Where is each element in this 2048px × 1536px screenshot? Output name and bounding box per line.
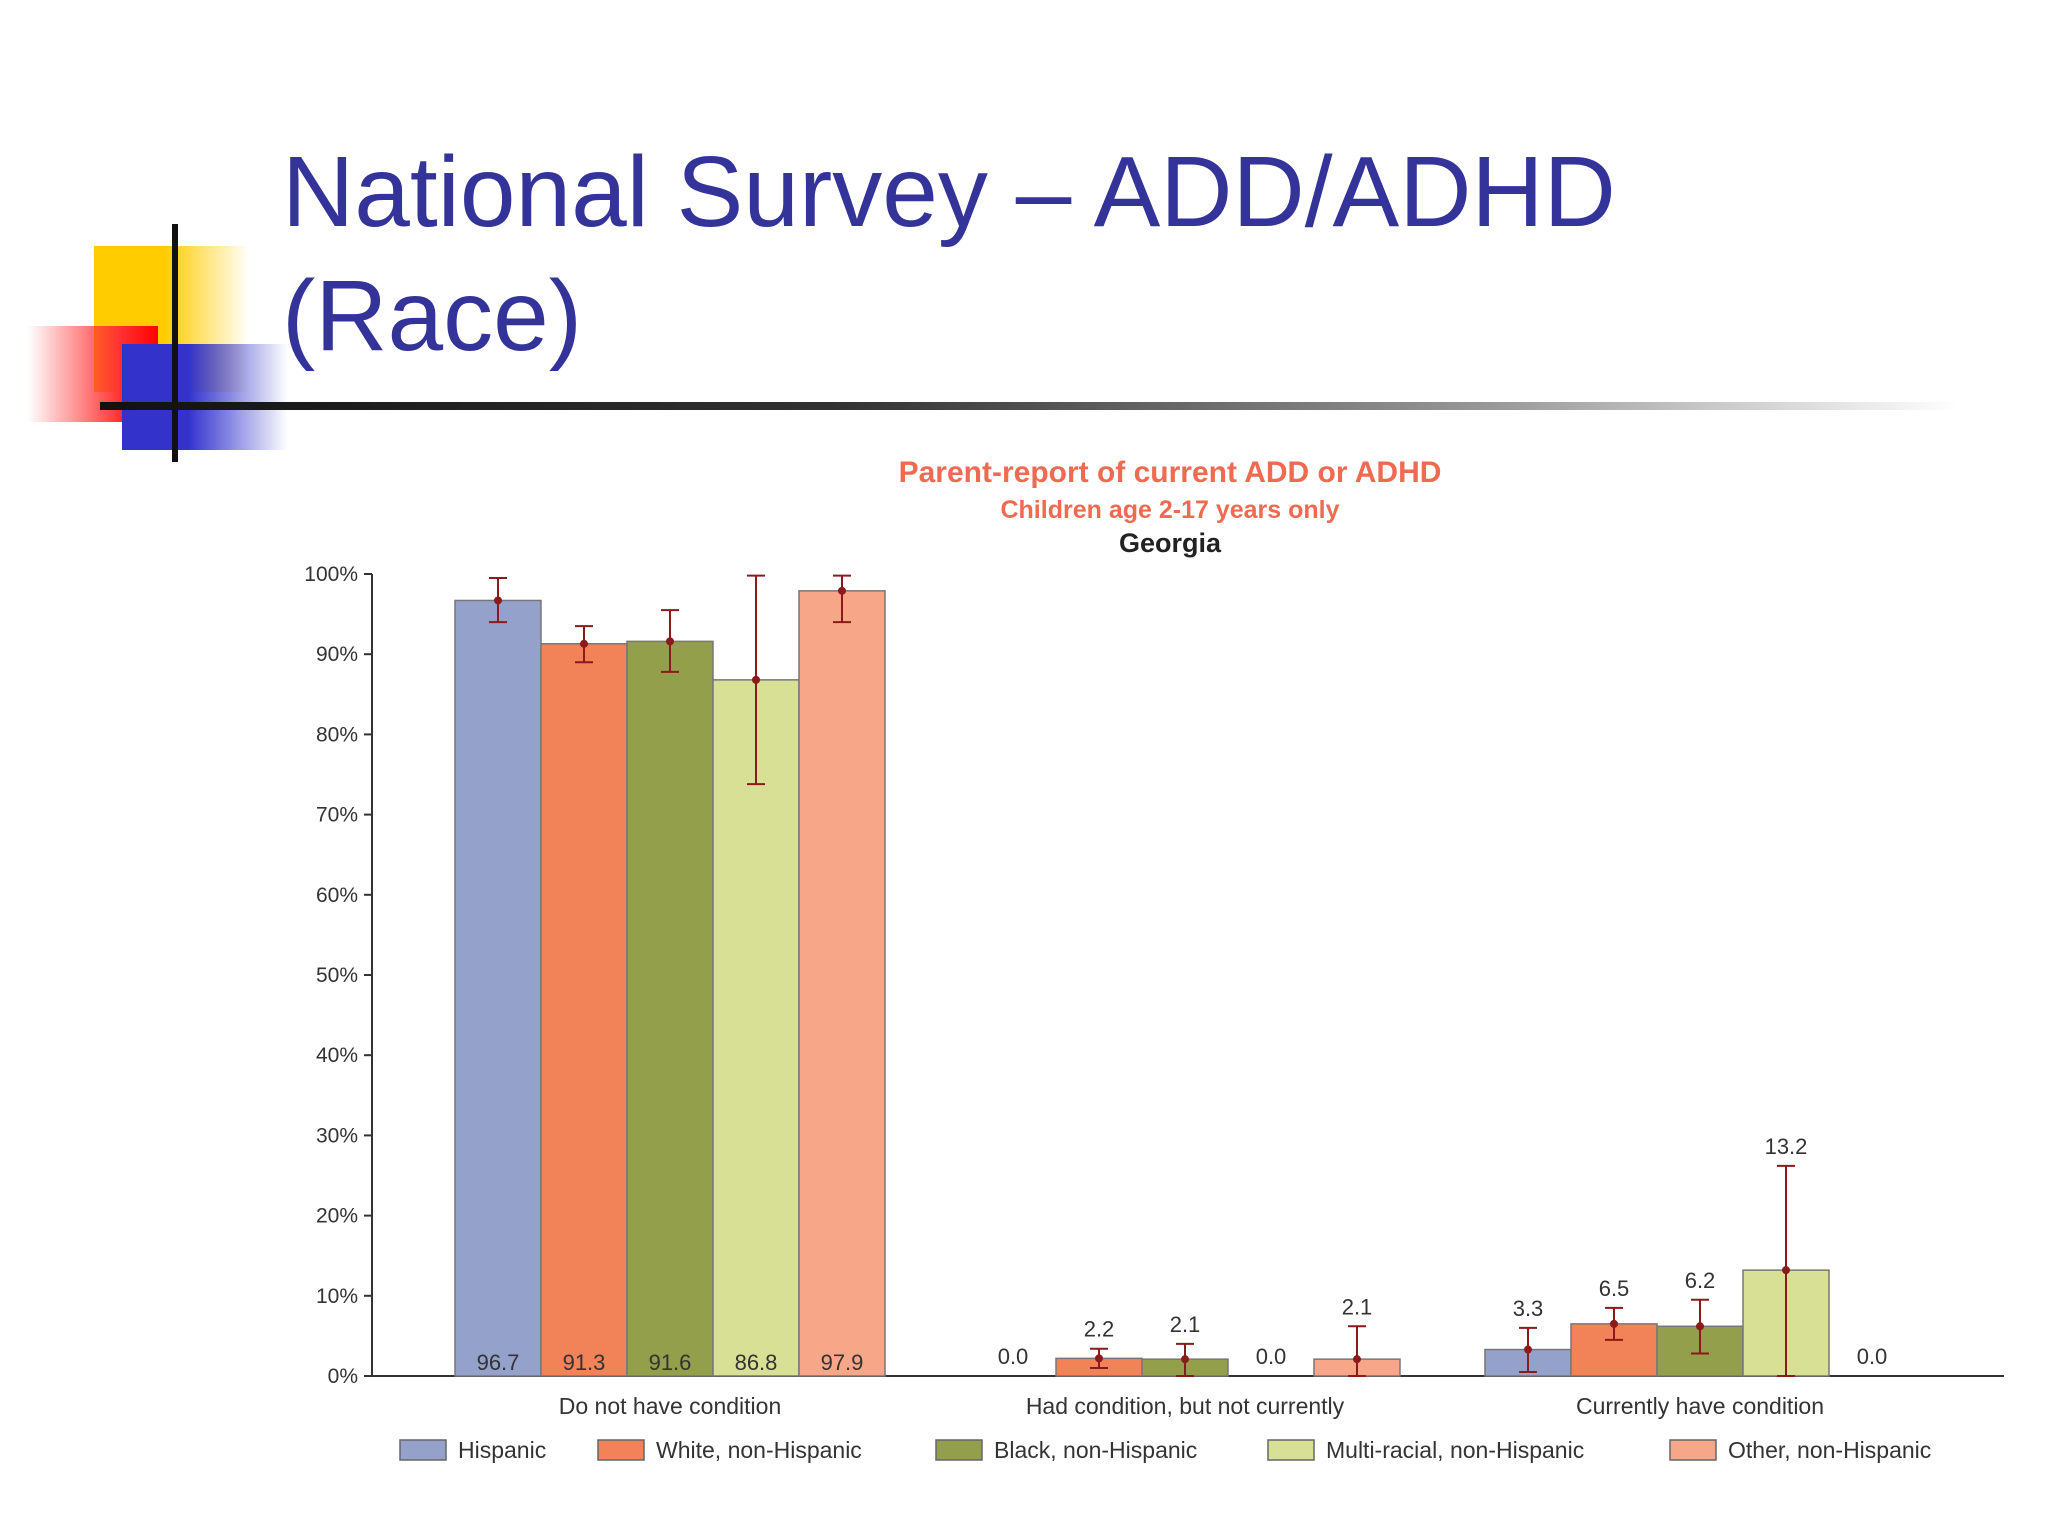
x-category-label: Do not have condition <box>559 1393 782 1419</box>
data-label: 97.9 <box>821 1350 864 1375</box>
y-tick-label: 40% <box>316 1044 358 1067</box>
y-tick-label: 30% <box>316 1124 358 1147</box>
chart-category-labels: Do not have condition Had condition, but … <box>559 1393 1824 1419</box>
data-label: 6.2 <box>1685 1268 1716 1293</box>
chart-data-labels: 96.7 91.3 91.6 86.8 97.9 0.0 2.2 2.1 0.0 2.1 3.3 6.… <box>477 1134 1888 1375</box>
error-bar-point <box>494 596 502 605</box>
error-bar-point <box>1181 1355 1189 1364</box>
error-bar-point <box>580 639 588 648</box>
slide-title-line-1: National Survey – ADD/ADHD <box>282 136 1616 248</box>
data-label: 91.6 <box>649 1350 692 1375</box>
error-bar-point <box>1696 1322 1704 1331</box>
title-underline <box>100 402 1960 410</box>
y-tick-label: 60% <box>316 884 358 907</box>
bar <box>454 599 542 1377</box>
error-bar-point <box>1353 1355 1361 1364</box>
bar <box>540 643 628 1377</box>
y-tick-label: 80% <box>316 723 358 746</box>
chart-title: Parent-report of current ADD or ADHD <box>899 456 1442 489</box>
slide-title-line-2: (Race) <box>282 260 583 372</box>
data-label: 91.3 <box>563 1350 606 1375</box>
chart-error-bars <box>489 574 1795 1377</box>
y-tick-label: 10% <box>316 1285 358 1308</box>
legend-label: Other, non-Hispanic <box>1728 1437 1931 1463</box>
data-label: 0.0 <box>998 1344 1029 1369</box>
data-label: 3.3 <box>1513 1296 1544 1321</box>
legend-swatch <box>597 1439 645 1461</box>
bar <box>626 640 714 1377</box>
chart-region: Georgia <box>1119 528 1222 558</box>
decor-blue-square <box>122 344 288 450</box>
error-bar-point <box>1095 1354 1103 1363</box>
legend-swatch <box>935 1439 983 1461</box>
legend-label: White, non-Hispanic <box>656 1437 862 1463</box>
decor-vertical-line <box>172 224 178 462</box>
legend-label: Hispanic <box>458 1437 546 1463</box>
legend-swatch <box>1669 1439 1717 1461</box>
data-label: 6.5 <box>1599 1276 1630 1301</box>
data-label: 13.2 <box>1765 1134 1808 1159</box>
legend-swatch <box>1267 1439 1315 1461</box>
data-label: 86.8 <box>735 1350 778 1375</box>
x-category-label: Currently have condition <box>1576 1393 1824 1419</box>
x-category-label: Had condition, but not currently <box>1026 1393 1345 1419</box>
error-bar-point <box>1782 1266 1790 1275</box>
data-label: 2.2 <box>1084 1317 1115 1342</box>
error-bar-point <box>752 675 760 684</box>
legend-label: Multi-racial, non-Hispanic <box>1326 1437 1584 1463</box>
legend-label: Black, non-Hispanic <box>994 1437 1197 1463</box>
y-tick-label: 70% <box>316 804 358 827</box>
data-label: 0.0 <box>1857 1344 1888 1369</box>
slide-title: National Survey – ADD/ADHD (Race) <box>282 130 1982 378</box>
data-label: 2.1 <box>1170 1312 1201 1337</box>
y-tick-label: 0% <box>328 1365 358 1388</box>
data-label: 2.1 <box>1342 1294 1373 1319</box>
y-tick-label: 90% <box>316 643 358 666</box>
chart-bars <box>454 590 1830 1377</box>
data-label: 0.0 <box>1256 1344 1287 1369</box>
chart-legend: Hispanic White, non-Hispanic Black, non-Hi… <box>399 1437 1931 1463</box>
y-tick-label: 50% <box>316 964 358 987</box>
y-tick-label: 20% <box>316 1205 358 1228</box>
legend-swatch <box>399 1439 447 1461</box>
error-bar-point <box>1524 1345 1532 1354</box>
error-bar-point <box>666 637 674 646</box>
data-label: 96.7 <box>477 1350 520 1375</box>
error-bar-point <box>838 586 846 595</box>
y-tick-label: 100% <box>304 563 358 586</box>
chart-subtitle: Children age 2-17 years only <box>1000 496 1339 524</box>
bar <box>798 590 886 1377</box>
error-bar-point <box>1610 1319 1618 1328</box>
